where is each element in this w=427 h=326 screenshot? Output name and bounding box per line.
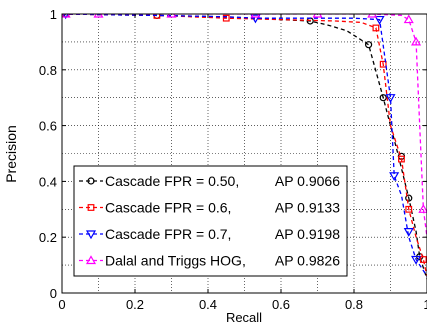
series-line <box>62 14 427 238</box>
legend-ap-label: AP 0.9066 <box>275 173 340 189</box>
legend-label: Cascade FPR = 0.50, <box>105 173 239 189</box>
x-axis-label: Recall <box>226 310 262 325</box>
y-tick-label: 1 <box>50 7 57 22</box>
legend-entry-4: Dalal and Triggs HOG, AP 0.9826 <box>79 253 340 269</box>
series-point <box>398 155 405 163</box>
legend-marker <box>87 177 95 185</box>
series-point <box>379 94 387 102</box>
series-point <box>372 24 380 32</box>
series-point <box>418 204 427 213</box>
legend-box <box>73 165 348 277</box>
legend-entry-1: Cascade FPR = 0.50, AP 0.9066 <box>79 173 340 189</box>
y-tick-label: 0 <box>50 286 57 301</box>
legend-marker <box>87 204 95 211</box>
series-point <box>405 194 413 202</box>
series-point <box>365 41 373 49</box>
series-point <box>62 14 71 18</box>
y-tick-label: 0.4 <box>39 174 57 189</box>
series-point <box>389 172 400 182</box>
series-point <box>405 205 413 213</box>
plot-frame <box>61 13 427 294</box>
series-point <box>312 14 323 18</box>
series-point <box>166 14 177 18</box>
x-tick-label: 1 <box>423 297 427 312</box>
series-point <box>374 15 385 25</box>
ticks: 0 0.2 0.4 0.6 0.8 1 0 0.2 0.4 0.6 0.8 1 <box>39 7 427 312</box>
series-point <box>379 60 387 68</box>
series-point <box>93 14 104 18</box>
legend-ap-label: AP 0.9198 <box>275 226 340 242</box>
series-point <box>411 255 422 265</box>
series-line <box>62 14 427 277</box>
x-tick-label: 0.6 <box>272 297 290 312</box>
series-point <box>419 256 427 263</box>
x-tick-label: 0 <box>58 297 65 312</box>
y-axis-label: Precision <box>3 125 19 183</box>
legend-entry-3: Cascade FPR = 0.7, AP 0.9198 <box>79 226 340 242</box>
y-tick-label: 0.8 <box>39 63 57 78</box>
series-point <box>250 14 261 18</box>
series-layer <box>62 14 427 280</box>
legend-marker <box>85 230 97 240</box>
legend-label: Cascade FPR = 0.6, <box>105 200 231 216</box>
series-4 <box>62 14 427 238</box>
series-point <box>403 14 414 24</box>
y-tick-label: 0.2 <box>39 230 57 245</box>
legend-ap-label: AP 0.9133 <box>275 200 340 216</box>
series-point <box>411 36 422 46</box>
legend-label: Cascade FPR = 0.7, <box>105 226 231 242</box>
x-tick-label: 0.2 <box>126 297 144 312</box>
legend-ap-label: AP 0.9826 <box>275 253 340 269</box>
series-point <box>250 14 261 24</box>
legend-marker <box>85 255 97 265</box>
series-point <box>367 14 378 18</box>
series-point <box>222 14 230 22</box>
x-tick-label: 0.8 <box>345 297 363 312</box>
y-tick-label: 0.6 <box>39 119 57 134</box>
x-tick-label: 0.4 <box>199 297 217 312</box>
legend-label: Dalal and Triggs HOG, <box>105 253 246 269</box>
series-line <box>62 14 427 277</box>
series-point <box>403 228 414 237</box>
series-point <box>385 94 396 103</box>
legend-entry-2: Cascade FPR = 0.6, AP 0.9133 <box>79 200 340 216</box>
